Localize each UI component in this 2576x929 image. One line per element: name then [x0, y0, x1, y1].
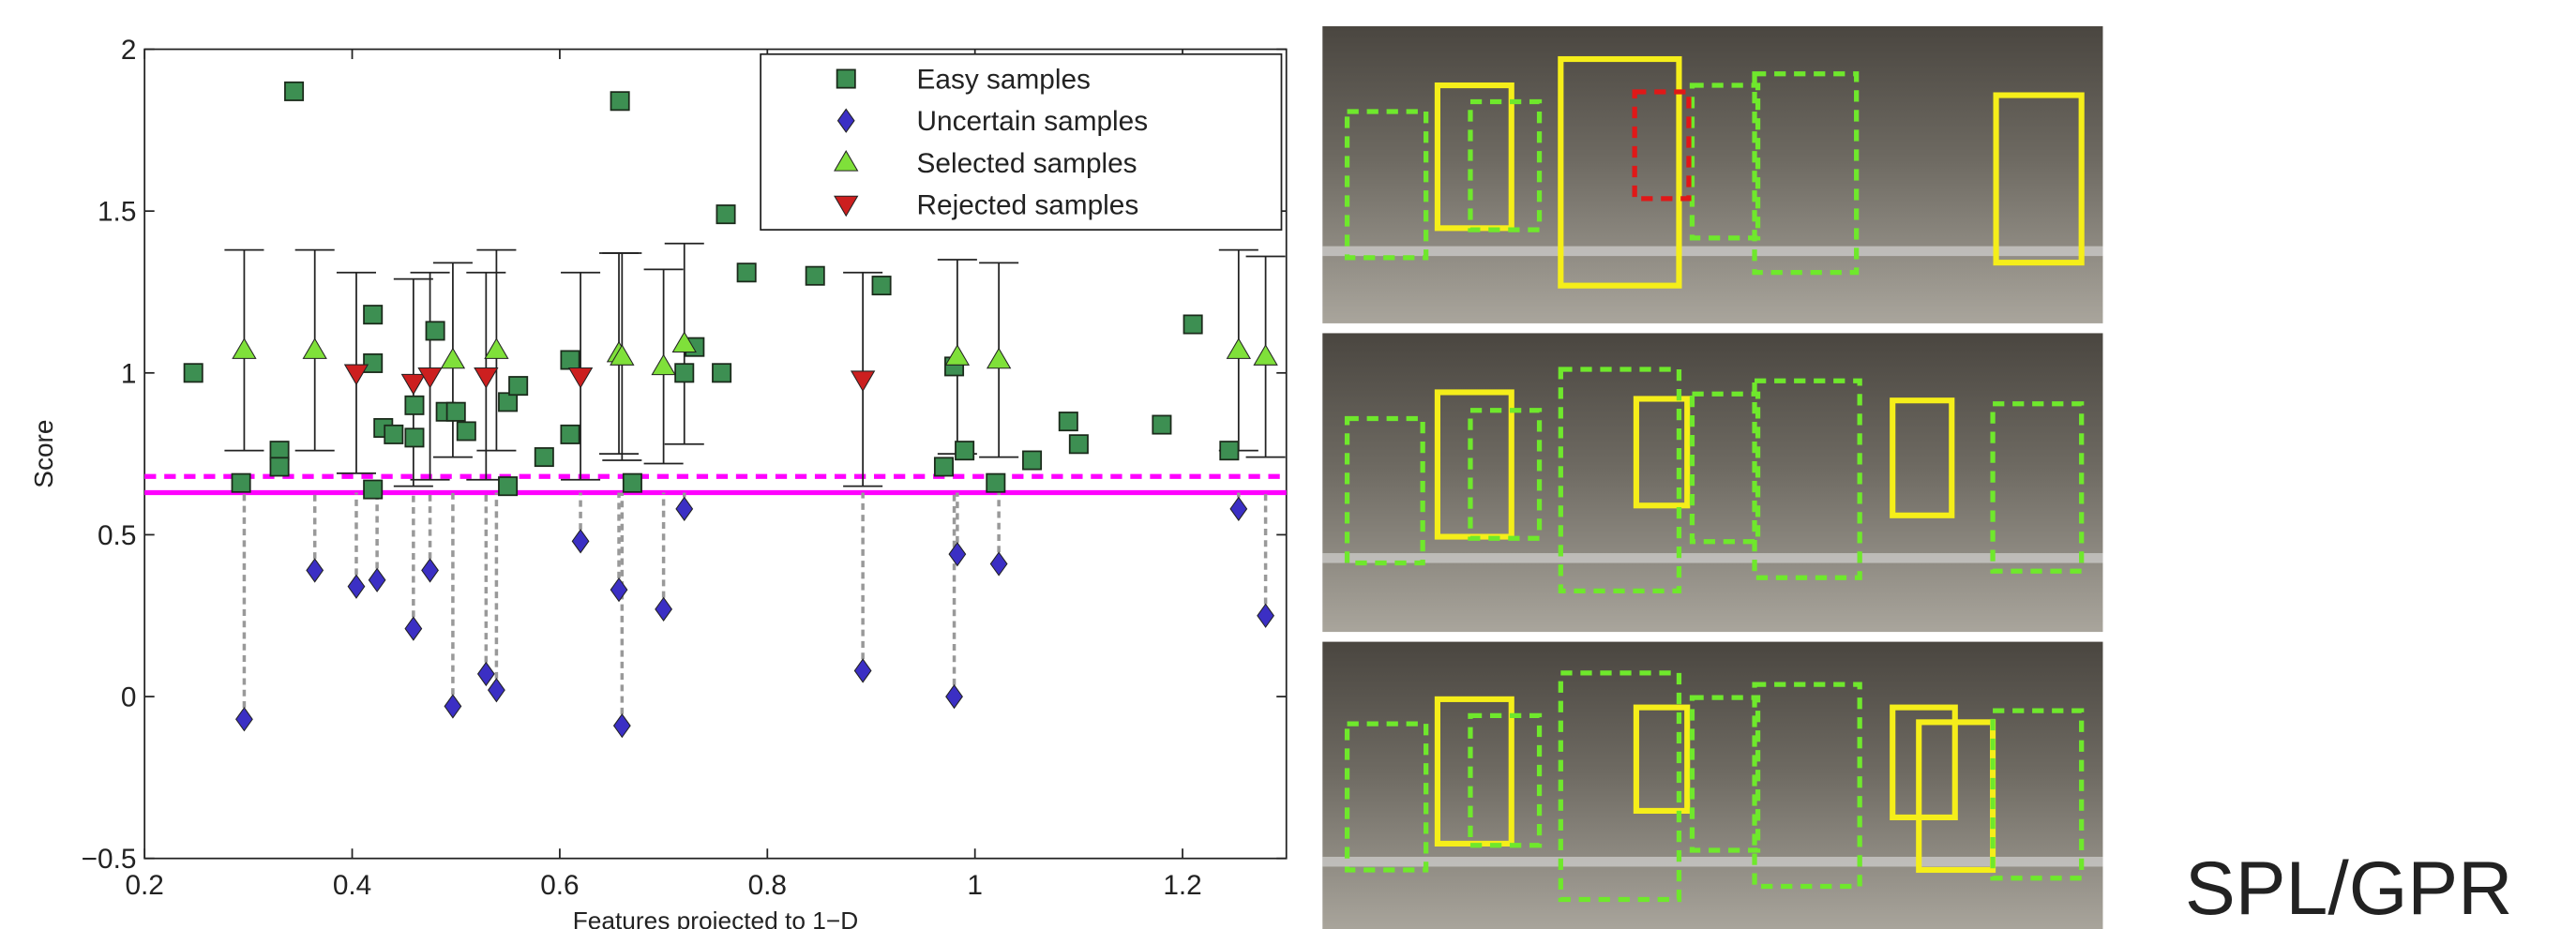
marker — [716, 205, 734, 223]
x-tick-label: 1 — [967, 870, 983, 901]
photo — [1322, 642, 2102, 929]
legend-label: Rejected samples — [917, 189, 1139, 220]
marker — [610, 92, 628, 110]
x-tick-label: 1.2 — [1163, 870, 1201, 901]
marker — [837, 69, 855, 87]
y-axis-label: Score — [29, 420, 58, 488]
marker — [561, 426, 579, 443]
marker — [987, 474, 1004, 492]
photo — [1322, 26, 2102, 323]
marker — [675, 364, 693, 382]
marker — [956, 442, 973, 459]
marker — [624, 474, 641, 492]
marker — [364, 480, 382, 498]
marker — [405, 397, 423, 414]
slide: SPL/GPR 0.20.40.60.811.2−0.500.511.52Fea… — [0, 0, 2576, 929]
marker — [806, 267, 824, 285]
photo — [1322, 333, 2102, 632]
x-tick-label: 0.6 — [540, 870, 579, 901]
marker — [509, 377, 527, 395]
marker — [232, 474, 249, 492]
marker — [185, 364, 203, 382]
marker — [1183, 315, 1201, 333]
marker — [270, 457, 288, 475]
marker — [499, 393, 517, 411]
marker — [1220, 442, 1238, 459]
marker — [561, 351, 579, 368]
page: SPL/GPR 0.20.40.60.811.2−0.500.511.52Fea… — [0, 0, 2576, 929]
marker — [426, 322, 444, 339]
legend-label: Easy samples — [917, 65, 1091, 96]
x-tick-label: 0.8 — [748, 870, 787, 901]
marker — [285, 82, 303, 100]
x-tick-label: 0.4 — [333, 870, 371, 901]
y-tick-label: 0.5 — [98, 520, 136, 551]
y-tick-label: 0 — [121, 682, 137, 713]
marker — [270, 442, 288, 459]
y-tick-label: −0.5 — [82, 844, 137, 875]
marker — [535, 448, 553, 466]
y-tick-label: 1.5 — [98, 197, 136, 228]
marker — [364, 354, 382, 372]
caption: SPL/GPR — [2185, 847, 2512, 929]
marker — [738, 263, 756, 281]
legend-label: Uncertain samples — [917, 106, 1149, 137]
marker — [1152, 415, 1170, 433]
x-axis-label: Features projected to 1−D — [573, 907, 859, 929]
marker — [499, 477, 517, 495]
marker — [458, 422, 475, 440]
marker — [1060, 412, 1077, 430]
marker — [405, 428, 423, 446]
marker — [1023, 451, 1041, 469]
marker — [1070, 435, 1088, 453]
legend-label: Selected samples — [917, 148, 1137, 179]
marker — [447, 403, 465, 421]
marker — [384, 426, 402, 443]
marker — [872, 277, 890, 294]
marker — [364, 306, 382, 323]
y-tick-label: 1 — [121, 358, 137, 389]
y-tick-label: 2 — [121, 35, 137, 66]
marker — [935, 457, 953, 475]
marker — [713, 364, 731, 382]
